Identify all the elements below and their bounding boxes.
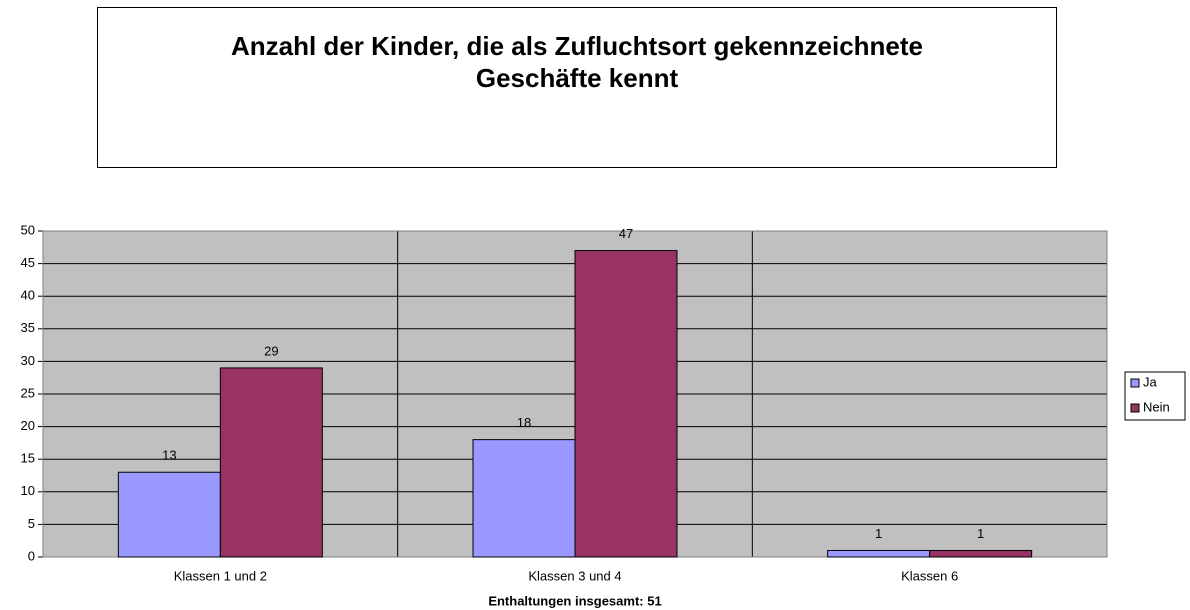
data-label: 47 [619, 226, 633, 241]
bar [117, 471, 221, 558]
data-label: 1 [875, 526, 882, 541]
legend-label: Ja [1143, 374, 1158, 389]
legend-swatch [1130, 378, 1140, 388]
y-tick-label: 30 [21, 353, 35, 368]
y-tick-label: 45 [21, 255, 35, 270]
y-tick-label: 50 [21, 222, 35, 237]
x-tick-label: Klassen 6 [901, 568, 958, 583]
y-tick-label: 0 [28, 548, 35, 563]
x-tick-label: Klassen 3 und 4 [528, 568, 621, 583]
y-tick-label: 40 [21, 288, 35, 303]
bar [219, 367, 323, 558]
bar [472, 439, 576, 558]
data-label: 18 [517, 415, 531, 430]
x-axis-title: Enthaltungen insgesamt: 51 [488, 593, 661, 608]
y-tick-label: 20 [21, 418, 35, 433]
data-label: 1 [977, 526, 984, 541]
bar [929, 549, 1033, 558]
y-tick-label: 15 [21, 451, 35, 466]
y-tick-label: 10 [21, 483, 35, 498]
legend-label: Nein [1143, 399, 1170, 414]
legend-swatch [1130, 403, 1140, 413]
bar [827, 549, 931, 558]
chart-title: Anzahl der Kinder, die als Zufluchtsort … [97, 7, 1057, 168]
x-tick-label: Klassen 1 und 2 [174, 568, 267, 583]
data-label: 29 [264, 343, 278, 358]
data-label: 13 [162, 448, 176, 463]
y-tick-label: 5 [28, 516, 35, 531]
bar [574, 250, 678, 558]
y-tick-label: 35 [21, 320, 35, 335]
y-tick-label: 25 [21, 385, 35, 400]
